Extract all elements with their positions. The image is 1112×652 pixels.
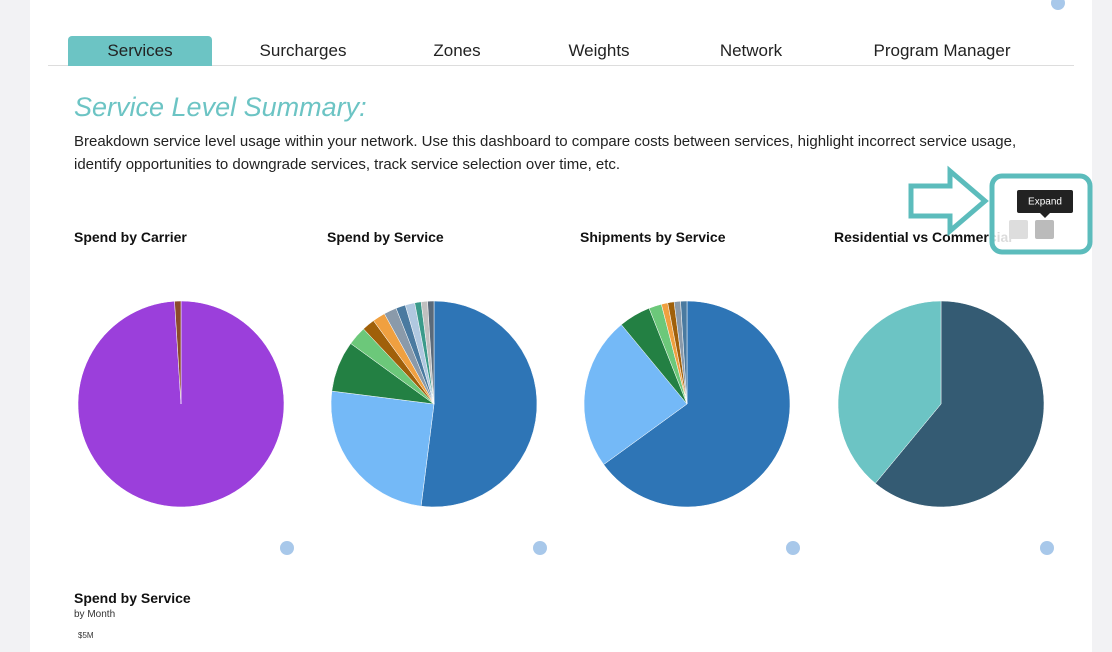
bottom-chart-title: Spend by Service bbox=[74, 590, 191, 606]
pie-slice bbox=[174, 300, 182, 405]
pie-slice bbox=[680, 300, 688, 405]
pie-slice bbox=[874, 300, 1045, 508]
tooltip-text: Expand bbox=[1028, 197, 1062, 208]
filter-icon[interactable] bbox=[1040, 541, 1054, 555]
filter-icon[interactable] bbox=[280, 541, 294, 555]
tab[interactable]: Network bbox=[719, 41, 783, 60]
bottom-chart-subtitle: by Month bbox=[74, 609, 116, 620]
filter-icon[interactable] bbox=[533, 541, 547, 555]
y-tick-label: $5M bbox=[78, 631, 94, 640]
pie-slice bbox=[837, 300, 942, 484]
tab[interactable]: Program Manager bbox=[873, 41, 1011, 60]
chart-title: Shipments by Service bbox=[580, 229, 726, 245]
summary-text: Breakdown service level usage within you… bbox=[74, 133, 1017, 173]
tab[interactable]: Surcharges bbox=[259, 41, 347, 60]
chart-title: Spend by Carrier bbox=[74, 229, 187, 245]
filter-icon[interactable] bbox=[786, 541, 800, 555]
highlight: Expand bbox=[908, 165, 1093, 255]
pie-slice bbox=[330, 390, 435, 507]
summary-title: Service Level Summary: bbox=[74, 92, 367, 122]
pie-slice bbox=[583, 324, 688, 465]
pie-slice bbox=[427, 300, 435, 405]
chart-title: Residential vs Commercial bbox=[834, 229, 1013, 245]
arrow bbox=[908, 165, 989, 237]
pie-slice bbox=[420, 300, 538, 508]
pie-slice bbox=[603, 300, 791, 508]
filter-icon[interactable] bbox=[1051, 0, 1065, 10]
tab[interactable]: Services bbox=[68, 36, 212, 66]
chart-title: Spend by Service bbox=[327, 229, 444, 245]
share-button[interactable] bbox=[1009, 220, 1028, 239]
expand-button[interactable] bbox=[1035, 220, 1054, 239]
tab[interactable]: Weights bbox=[568, 41, 630, 60]
tab-divider bbox=[48, 65, 1074, 66]
tooltip-pointer bbox=[1040, 213, 1050, 218]
tooltip bbox=[1017, 190, 1073, 213]
tab[interactable]: Zones bbox=[433, 41, 481, 60]
